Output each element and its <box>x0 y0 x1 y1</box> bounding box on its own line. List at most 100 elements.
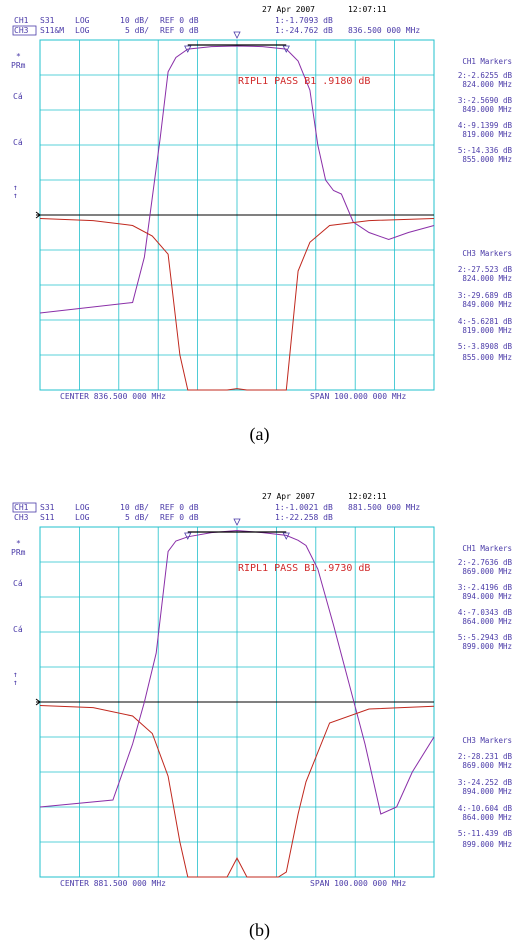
ch1-marker-4-value: 4:-9.1399 dB <box>458 121 513 130</box>
ch1-marker-readout: 1:-1.7093 dB <box>275 16 333 25</box>
ch3-marker-4-value: 4:-10.604 dB <box>458 804 513 813</box>
marker-glyphs <box>184 31 290 53</box>
ch3-marker-3-freq: 849.000 MHz <box>462 300 512 309</box>
ch1-marker-2-value: 2:-2.6255 dB <box>458 71 513 80</box>
ch1-scale: 10 dB/ <box>120 16 149 25</box>
ch3-ref: REF 0 dB <box>160 26 199 35</box>
panel-a: 27 Apr 2007 12:07:11 CH1 S31 LOG 10 dB/ … <box>0 0 519 412</box>
ch3-scale: 5 dB/ <box>125 26 149 35</box>
marker-2-glyph <box>184 45 192 53</box>
footer-center: CENTER 836.500 000 MHz <box>60 392 166 401</box>
ch1-format: LOG <box>75 16 90 25</box>
left-ca-1: Cá <box>13 579 23 588</box>
footer-span: SPAN 100.000 000 MHz <box>310 392 407 401</box>
ch1-marker-3-value: 3:-2.4196 dB <box>458 583 513 592</box>
ch3-label: CH3 <box>14 26 29 35</box>
trace-ch1-s31 <box>39 45 435 314</box>
ripple-readout: RIPL1 PASS B1 .9730 dB <box>238 563 370 574</box>
marker-frequency: 836.500 000 MHz <box>348 26 420 35</box>
ch1-markers-title: CH1 Markers <box>462 544 512 553</box>
ch1-marker-2-freq: 869.000 MHz <box>462 567 512 576</box>
ripple-readout: RIPL1 PASS B1 .9180 dB <box>238 76 370 87</box>
ch3-format: LOG <box>75 513 90 522</box>
ch3-marker-3-freq: 894.000 MHz <box>462 787 512 796</box>
left-ca-2: Cá <box>13 625 23 634</box>
ch1-ref: REF 0 dB <box>160 503 199 512</box>
ch3-ref: REF 0 dB <box>160 513 199 522</box>
reference-pointer <box>35 698 41 706</box>
left-star: * <box>16 539 21 548</box>
ch1-marker-4-value: 4:-7.0343 dB <box>458 608 513 617</box>
left-star: * <box>16 52 21 61</box>
ch1-marker-4-freq: 819.000 MHz <box>462 130 512 139</box>
ch3-marker-3-value: 3:-29.689 dB <box>458 291 513 300</box>
left-arrow-2: ↑ <box>13 678 18 687</box>
ch3-marker-4-freq: 819.000 MHz <box>462 326 512 335</box>
marker-glyphs <box>184 518 290 540</box>
ch3-marker-5-freq: 899.000 MHz <box>462 840 512 849</box>
trace-ch3-s11 <box>39 218 435 391</box>
ch3-label: CH3 <box>14 513 29 522</box>
ch3-marker-3-value: 3:-24.252 dB <box>458 778 513 787</box>
ch3-markers-title: CH3 Markers <box>462 249 512 258</box>
reference-line <box>35 211 434 219</box>
ch3-param: S11&M <box>40 26 64 35</box>
ch3-marker-readout: 1:-22.258 dB <box>275 513 333 522</box>
footer-center: CENTER 881.500 000 MHz <box>60 879 166 888</box>
ch3-marker-2-value: 2:-27.523 dB <box>458 265 513 274</box>
ch1-marker-3-freq: 894.000 MHz <box>462 592 512 601</box>
ch1-marker-5-freq: 855.000 MHz <box>462 155 512 164</box>
left-arrow-1: ↑ <box>13 183 18 192</box>
ch1-label: CH1 <box>14 16 29 25</box>
marker-2-glyph <box>184 532 192 540</box>
marker-1-glyph <box>233 31 241 39</box>
ch1-marker-2-freq: 824.000 MHz <box>462 80 512 89</box>
ch3-param: S11 <box>40 513 55 522</box>
ch3-marker-5-freq: 855.000 MHz <box>462 353 512 362</box>
panel-b: 27 Apr 2007 12:02:11 CH1 S31 LOG 10 dB/ … <box>0 487 519 899</box>
header-date: 27 Apr 2007 <box>262 5 315 14</box>
left-prm: PRm <box>11 61 26 70</box>
ch1-marker-5-value: 5:-14.336 dB <box>458 146 513 155</box>
marker-frequency: 881.500 000 MHz <box>348 503 420 512</box>
footer-span: SPAN 100.000 000 MHz <box>310 879 407 888</box>
header-time: 12:07:11 <box>348 5 387 14</box>
active-channel-box <box>12 502 37 513</box>
ch1-ref: REF 0 dB <box>160 16 199 25</box>
ch3-scale: 5 dB/ <box>125 513 149 522</box>
analyzer-screen-b: 27 Apr 2007 12:02:11 CH1 S31 LOG 10 dB/ … <box>11 492 513 888</box>
left-ca-2: Cá <box>13 138 23 147</box>
marker-1-glyph <box>233 518 241 526</box>
reference-pointer <box>35 211 41 219</box>
ch3-marker-2-value: 2:-28.231 dB <box>458 752 513 761</box>
left-arrow-2: ↑ <box>13 191 18 200</box>
left-arrow-1: ↑ <box>13 670 18 679</box>
traces <box>39 45 435 391</box>
ch1-marker-3-value: 3:-2.5690 dB <box>458 96 513 105</box>
ch1-format: LOG <box>75 503 90 512</box>
left-ca-1: Cá <box>13 92 23 101</box>
analyzer-screen-a: 27 Apr 2007 12:07:11 CH1 S31 LOG 10 dB/ … <box>11 5 513 401</box>
active-channel-box <box>12 25 37 36</box>
marker-3-glyph <box>282 45 290 53</box>
ch1-marker-readout: 1:-1.0021 dB <box>275 503 333 512</box>
ch1-scale: 10 dB/ <box>120 503 149 512</box>
ch3-marker-readout: 1:-24.762 dB <box>275 26 333 35</box>
trace-ch1-s31 <box>39 529 435 815</box>
ch1-marker-5-value: 5:-5.2943 dB <box>458 633 513 642</box>
ch3-marker-4-value: 4:-5.6281 dB <box>458 317 513 326</box>
ch1-markers-title: CH1 Markers <box>462 57 512 66</box>
ch3-marker-4-freq: 864.000 MHz <box>462 813 512 822</box>
caption-a: (a) <box>249 424 270 444</box>
left-prm: PRm <box>11 548 26 557</box>
ch1-param: S31 <box>40 503 55 512</box>
traces <box>39 529 435 878</box>
trace-ch3-s11 <box>39 705 435 878</box>
ch3-format: LOG <box>75 26 90 35</box>
ch1-marker-4-freq: 864.000 MHz <box>462 617 512 626</box>
ch3-marker-5-value: 5:-3.8908 dB <box>458 342 513 351</box>
header-date: 27 Apr 2007 <box>262 492 315 501</box>
ch1-marker-2-value: 2:-2.7636 dB <box>458 558 513 567</box>
ch1-marker-3-freq: 849.000 MHz <box>462 105 512 114</box>
ch1-param: S31 <box>40 16 55 25</box>
